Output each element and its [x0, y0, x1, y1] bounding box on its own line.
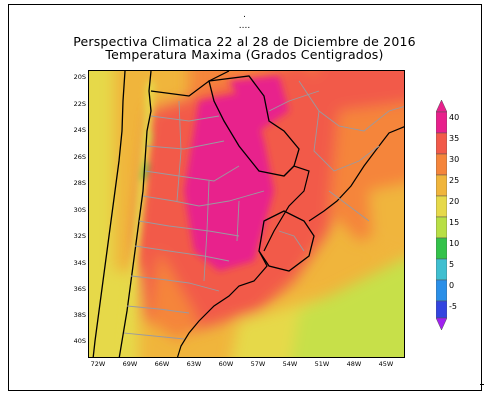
bolivia-border: [150, 71, 230, 97]
lat-label: 40S: [73, 337, 86, 345]
colorbar-segment: [435, 195, 448, 218]
colorbar-label: 35: [449, 134, 460, 143]
lat-label: 28S: [73, 179, 86, 187]
lat-label: 32S: [73, 232, 86, 240]
colorbar-label: 15: [449, 218, 460, 227]
lon-label: 60W: [218, 360, 234, 368]
colorbar-label: 5: [449, 260, 455, 269]
lon-label: 48W: [346, 360, 362, 368]
lat-label: 36S: [73, 285, 86, 293]
lon-label: 57W: [250, 360, 266, 368]
lat-label: 38S: [73, 311, 86, 319]
colorbar: [435, 99, 448, 331]
colorbar-segment: [435, 111, 448, 134]
argentina-ne-border: [263, 165, 310, 252]
hot-core: [184, 76, 289, 271]
frame-corner-mark: [480, 384, 484, 385]
colorbar-segment: [435, 279, 448, 302]
colorbar-label: 10: [449, 239, 460, 248]
lat-label: 26S: [73, 153, 86, 161]
colorbar-segment: [435, 300, 448, 319]
lat-label: 30S: [73, 206, 86, 214]
header-dots: ....: [238, 21, 251, 31]
lon-label: 72W: [90, 360, 106, 368]
colorbar-segment: [435, 132, 448, 155]
map-subtitle: Temperatura Maxima (Grados Centigrados): [105, 47, 384, 62]
colorbar-label: 40: [449, 113, 460, 122]
colorbar-label: 20: [449, 197, 460, 206]
colorbar-segment: [435, 258, 448, 281]
lat-label: 34S: [73, 259, 86, 267]
lon-label: 45W: [378, 360, 394, 368]
colorbar-segment: [435, 153, 448, 176]
lat-label: 20S: [73, 73, 86, 81]
colorbar-bottom-arrow: [435, 317, 448, 331]
chile-coastline: [92, 71, 126, 357]
colorbar-top-arrow: [435, 99, 448, 113]
header-dot: .: [243, 10, 246, 20]
temperature-map: [88, 70, 405, 358]
colorbar-segment: [435, 174, 448, 197]
lon-label: 51W: [314, 360, 330, 368]
colorbar-segment: [435, 216, 448, 239]
colorbar-segment: [435, 237, 448, 260]
colorbar-label: 25: [449, 176, 460, 185]
lon-label: 63W: [186, 360, 202, 368]
lat-label: 22S: [73, 100, 86, 108]
lon-label: 54W: [282, 360, 298, 368]
brazil-coastline: [308, 126, 404, 222]
colorbar-label: -5: [449, 302, 457, 311]
lon-label: 66W: [154, 360, 170, 368]
lat-label: 24S: [73, 126, 86, 134]
argentina-coastline: [176, 250, 268, 357]
chile-argentina-border: [118, 71, 152, 357]
colorbar-label: 30: [449, 155, 460, 164]
lon-label: 69W: [122, 360, 138, 368]
map-title: Perspectiva Climatica 22 al 28 de Diciem…: [73, 34, 416, 49]
colorbar-label: 0: [449, 281, 455, 290]
province-lines: [123, 80, 404, 340]
